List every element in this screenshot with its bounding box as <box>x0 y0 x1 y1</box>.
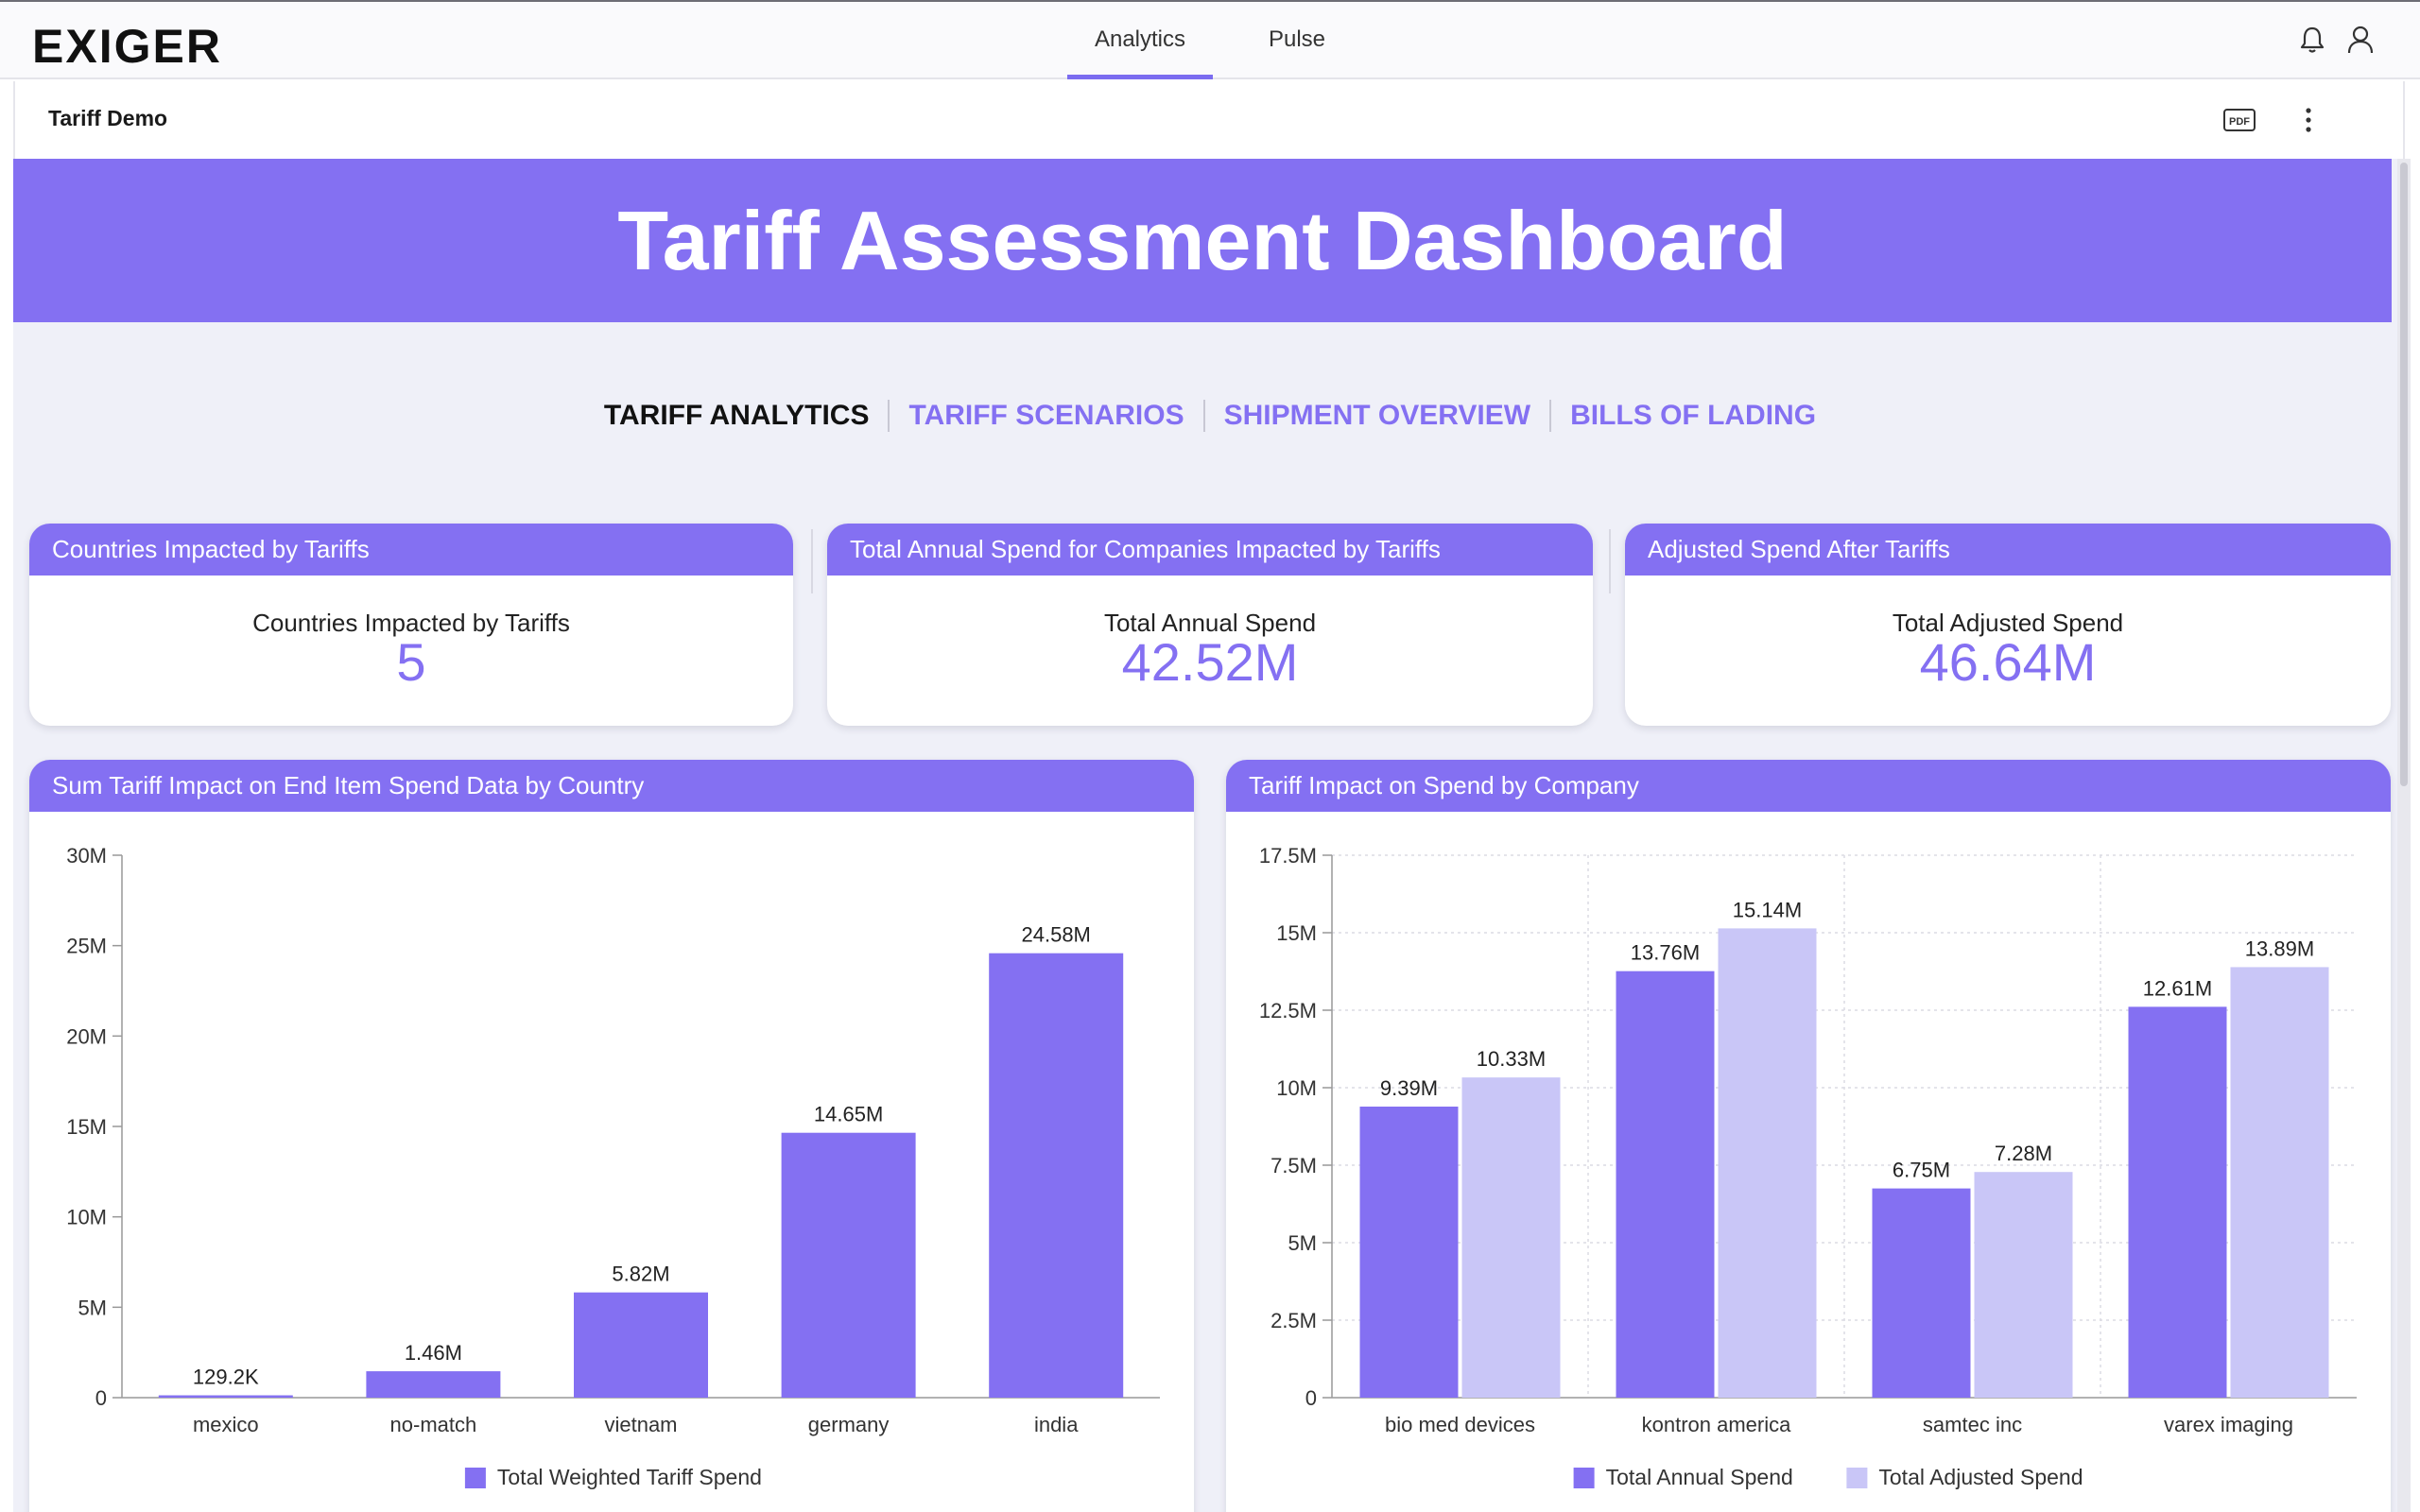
section-tab-shipment-overview[interactable]: SHIPMENT OVERVIEW <box>1223 400 1531 431</box>
bar-kontron-america-2 <box>1718 928 1817 1398</box>
x-tick-label: bio med devices <box>1385 1413 1535 1436</box>
kpi-label: Total Adjusted Spend <box>1892 609 2124 637</box>
y-tick-label: 20M <box>66 1024 107 1048</box>
bar-varex-imaging-2 <box>2230 967 2329 1398</box>
bar-varex-imaging-1 <box>2128 1006 2227 1398</box>
y-tick-label: 5M <box>1288 1231 1317 1255</box>
x-tick-label: no-match <box>390 1413 477 1436</box>
x-tick-label: mexico <box>193 1413 259 1436</box>
x-tick-label: vietnam <box>604 1413 677 1436</box>
section-tab-tariff-scenarios[interactable]: TARIFF SCENARIOS <box>908 400 1184 431</box>
kpi-value: 42.52M <box>1121 632 1299 692</box>
legend-label: Total Adjusted Spend <box>1878 1465 2083 1489</box>
data-label: 24.58M <box>1022 923 1091 947</box>
more-vertical-icon[interactable] <box>2299 104 2318 136</box>
card-header: Adjusted Spend After Tariffs <box>1625 524 2391 576</box>
bar-kontron-america-1 <box>1616 971 1715 1398</box>
bar-samtec-inc-1 <box>1872 1188 1971 1398</box>
kpi-card-total-annual-spend: Total Annual Spend for Companies Impacte… <box>827 524 1593 726</box>
x-tick-label: kontron america <box>1642 1413 1792 1436</box>
chart-tariff-by-country: 0 5M 10M 15M 20M 25M 30M 129.2K mexico 1.46M no-ma… <box>66 844 1160 1489</box>
section-tab-tariff-analytics[interactable]: TARIFF ANALYTICS <box>603 400 870 431</box>
banner-title: Tariff Assessment Dashboard <box>617 194 1788 287</box>
chart-spend-by-company: 0 2.5M 5M 7.5M 10M 12.5M 15M 17.5M 9.39M 10.33M bi… <box>1259 844 2357 1489</box>
bar-bio-med-devices-1 <box>1359 1107 1459 1398</box>
x-tick-label: germany <box>808 1413 890 1436</box>
bar-samtec-inc-2 <box>1974 1172 2073 1398</box>
dashboard-title: Tariff Demo <box>48 106 168 130</box>
kpi-value: 5 <box>396 632 426 692</box>
kpi-label: Countries Impacted by Tariffs <box>252 609 570 637</box>
data-label: 6.75M <box>1893 1159 1950 1182</box>
data-label: 7.28M <box>1995 1142 2052 1165</box>
chart-card-spend-by-company: Tariff Impact on Spend by Company 0 2.5M 5… <box>1226 760 2391 1512</box>
x-tick-label: varex imaging <box>2164 1413 2293 1436</box>
bell-icon[interactable] <box>2295 23 2329 57</box>
y-tick-label: 5M <box>78 1296 107 1319</box>
y-tick-label: 15M <box>66 1115 107 1139</box>
data-label: 15.14M <box>1733 898 1802 921</box>
legend-swatch <box>1846 1468 1868 1488</box>
user-icon[interactable] <box>2343 23 2377 57</box>
tab-divider <box>1202 400 1205 432</box>
tab-analytics[interactable]: Analytics <box>1067 2 1213 79</box>
y-tick-label: 0 <box>95 1386 107 1410</box>
card-header: Tariff Impact on Spend by Company <box>1226 760 2391 812</box>
y-tick-label: 10M <box>66 1206 107 1229</box>
section-tab-bills-of-lading[interactable]: BILLS OF LADING <box>1570 400 1817 431</box>
bar-germany-1 <box>781 1132 916 1398</box>
y-tick-label: 12.5M <box>1259 999 1317 1022</box>
kpi-label: Total Annual Spend <box>1103 609 1317 637</box>
y-tick-label: 0 <box>1305 1386 1317 1410</box>
data-label: 14.65M <box>814 1103 883 1126</box>
chart-card-tariff-by-country: Sum Tariff Impact on End Item Spend Data… <box>29 760 1194 1512</box>
tab-divider <box>1549 400 1552 432</box>
legend-label: Total Weighted Tariff Spend <box>497 1465 762 1489</box>
y-tick-label: 7.5M <box>1270 1154 1317 1177</box>
top-nav: EXIGER Analytics Pulse <box>0 0 2420 79</box>
pdf-icon[interactable]: PDF <box>2222 108 2256 132</box>
dashboard-header: Tariff Demo PDF <box>13 81 2405 159</box>
y-tick-label: 2.5M <box>1270 1309 1317 1332</box>
kpi-card-countries: Countries Impacted by Tariffs Countries … <box>29 524 793 726</box>
y-tick-label: 17.5M <box>1259 844 1317 868</box>
y-tick-label: 10M <box>1276 1076 1317 1100</box>
bar-mexico-1 <box>158 1395 293 1398</box>
data-label: 12.61M <box>2143 976 2212 1000</box>
card-divider <box>811 529 813 593</box>
bar-no-match-1 <box>366 1371 501 1398</box>
data-label: 13.89M <box>2245 936 2314 960</box>
card-header: Sum Tariff Impact on End Item Spend Data… <box>29 760 1194 812</box>
y-tick-label: 15M <box>1276 921 1317 945</box>
svg-text:PDF: PDF <box>2229 116 2250 128</box>
y-tick-label: 30M <box>66 844 107 868</box>
data-label: 10.33M <box>1477 1047 1546 1071</box>
data-label: 1.46M <box>405 1341 462 1365</box>
y-tick-label: 25M <box>66 935 107 958</box>
card-header: Total Annual Spend for Companies Impacte… <box>827 524 1593 576</box>
bar-india-1 <box>989 953 1124 1398</box>
card-header: Countries Impacted by Tariffs <box>29 524 793 576</box>
bar-vietnam-1 <box>574 1292 708 1398</box>
legend-swatch <box>464 1468 486 1488</box>
data-label: 5.82M <box>612 1263 669 1286</box>
data-label: 13.76M <box>1631 941 1700 965</box>
x-tick-label: india <box>1034 1413 1079 1436</box>
kpi-value: 46.64M <box>1919 632 2097 692</box>
data-label: 9.39M <box>1380 1076 1438 1100</box>
kpi-card-adjusted-spend: Adjusted Spend After Tariffs Total Adjus… <box>1625 524 2391 726</box>
card-divider <box>1609 529 1611 593</box>
data-label: 129.2K <box>193 1366 259 1389</box>
legend-swatch <box>1573 1468 1595 1488</box>
dashboard-banner: Tariff Assessment Dashboard <box>13 159 2392 322</box>
scrollbar-thumb[interactable] <box>2400 163 2408 786</box>
tab-divider <box>888 400 890 432</box>
section-tabs: TARIFF ANALYTICS TARIFF SCENARIOS SHIPMENT… <box>0 397 2420 435</box>
bar-bio-med-devices-2 <box>1461 1077 1561 1398</box>
legend-label: Total Annual Spend <box>1606 1465 1793 1489</box>
exiger-logo[interactable]: EXIGER <box>32 20 222 73</box>
tab-pulse[interactable]: Pulse <box>1268 26 1326 52</box>
x-tick-label: samtec inc <box>1923 1413 2022 1436</box>
